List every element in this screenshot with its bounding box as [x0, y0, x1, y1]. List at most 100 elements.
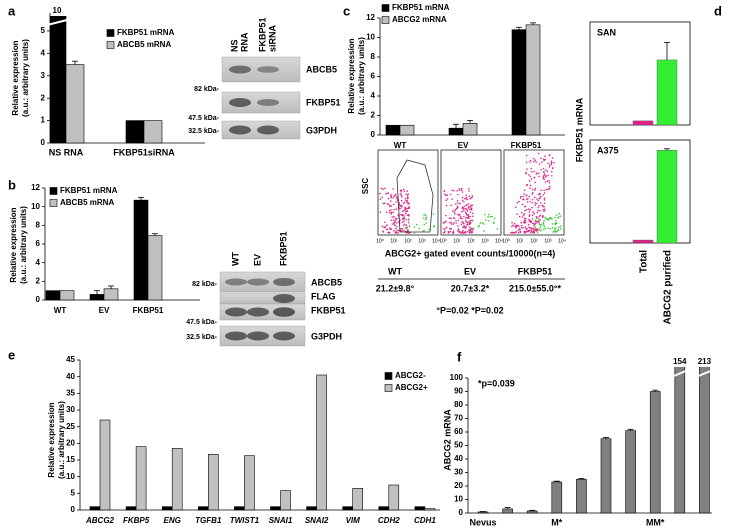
blot-band: [273, 278, 295, 286]
event-dot: [449, 221, 451, 224]
event-dot: [540, 157, 542, 160]
y-tick-label: 5: [71, 488, 76, 497]
event-dot: [551, 167, 554, 170]
y-tick-label: 3: [41, 71, 46, 80]
event-dot: [533, 232, 536, 234]
event-dot: [493, 217, 496, 220]
event-dot: [485, 219, 487, 222]
event-dot: [457, 230, 459, 232]
panel-letter: f: [457, 349, 462, 364]
blot-band: [229, 125, 251, 135]
event-dot: [559, 215, 562, 217]
event-dot: [546, 180, 549, 182]
event-dot: [456, 190, 458, 192]
marker-label: 32.5 kDa-: [188, 128, 219, 135]
event-dot: [406, 207, 408, 210]
event-dot: [451, 198, 453, 200]
event-dot: [393, 221, 396, 224]
event-dot: [533, 229, 535, 232]
event-dot: [461, 206, 464, 209]
event-dot: [465, 204, 468, 206]
event-dot: [525, 161, 528, 163]
event-dot: [468, 195, 471, 197]
event-dot: [408, 207, 411, 209]
bar: [674, 367, 686, 514]
event-dot: [380, 187, 383, 190]
event-dot: [519, 197, 522, 199]
event-dot: [533, 157, 535, 160]
y-tick-label: 4: [36, 258, 41, 267]
event-dot: [538, 220, 540, 222]
event-dot: [536, 198, 538, 200]
event-dot: [413, 232, 416, 234]
event-dot: [547, 174, 549, 177]
event-dot: [465, 212, 468, 215]
event-dot: [478, 224, 481, 227]
event-dot: [543, 210, 545, 213]
event-dot: [554, 216, 556, 219]
event-dot: [519, 231, 522, 234]
event-dot: [470, 208, 473, 211]
event-dot: [401, 210, 404, 213]
event-dot: [395, 193, 397, 196]
event-dot: [557, 228, 560, 231]
event-dot: [543, 225, 546, 228]
x-tick-label: ENG: [164, 516, 181, 525]
event-dot: [407, 219, 410, 222]
event-dot: [463, 210, 465, 212]
event-dot: [460, 223, 463, 226]
y-tick-label: 60: [454, 427, 463, 436]
event-dot: [395, 208, 398, 210]
blot-band: [273, 307, 295, 317]
bar: [424, 508, 436, 511]
event-dot: [448, 231, 450, 234]
event-dot: [518, 200, 520, 203]
event-dot: [403, 229, 405, 232]
event-dot: [540, 168, 543, 171]
event-dot: [382, 202, 385, 205]
event-dot: [546, 188, 549, 191]
event-dot: [470, 227, 472, 230]
bar: [525, 24, 541, 136]
event-dot: [388, 232, 391, 234]
event-dot: [422, 230, 424, 232]
event-dot: [516, 224, 518, 227]
event-dot: [390, 228, 393, 230]
event-dot: [396, 217, 398, 220]
event-dot: [390, 195, 393, 198]
event-dot: [531, 188, 534, 191]
event-dot: [404, 208, 406, 210]
event-dot: [399, 189, 402, 192]
blot-band: [225, 307, 247, 317]
event-dot: [548, 154, 551, 156]
y-tick-label: 30: [66, 405, 75, 414]
event-dot: [548, 217, 551, 219]
event-dot: [517, 232, 520, 234]
event-dot: [532, 230, 535, 233]
event-dot: [525, 221, 527, 224]
event-dot: [400, 194, 403, 196]
event-dot: [518, 215, 521, 218]
y-tick-label: 90: [454, 387, 463, 396]
event-dot: [535, 228, 537, 231]
event-dot: [393, 229, 395, 232]
event-dot: [392, 188, 395, 190]
event-dot: [464, 197, 466, 200]
event-dot: [456, 202, 459, 204]
panel-title: SAN: [597, 27, 616, 37]
event-dot: [522, 198, 524, 200]
legend-label: ABCB5 mRNA: [60, 198, 114, 207]
event-dot: [400, 199, 403, 202]
bar: [414, 506, 426, 511]
event-dot: [539, 195, 542, 198]
x-tick-label: WT: [54, 306, 67, 315]
y-tick-label: 12: [366, 13, 375, 22]
event-dot: [399, 207, 401, 210]
event-dot: [423, 229, 425, 232]
event-dot: [457, 219, 460, 222]
event-dot: [393, 224, 396, 226]
event-dot: [403, 223, 406, 225]
event-dot: [522, 214, 525, 216]
event-dot: [484, 213, 486, 216]
event-dot: [528, 230, 530, 233]
